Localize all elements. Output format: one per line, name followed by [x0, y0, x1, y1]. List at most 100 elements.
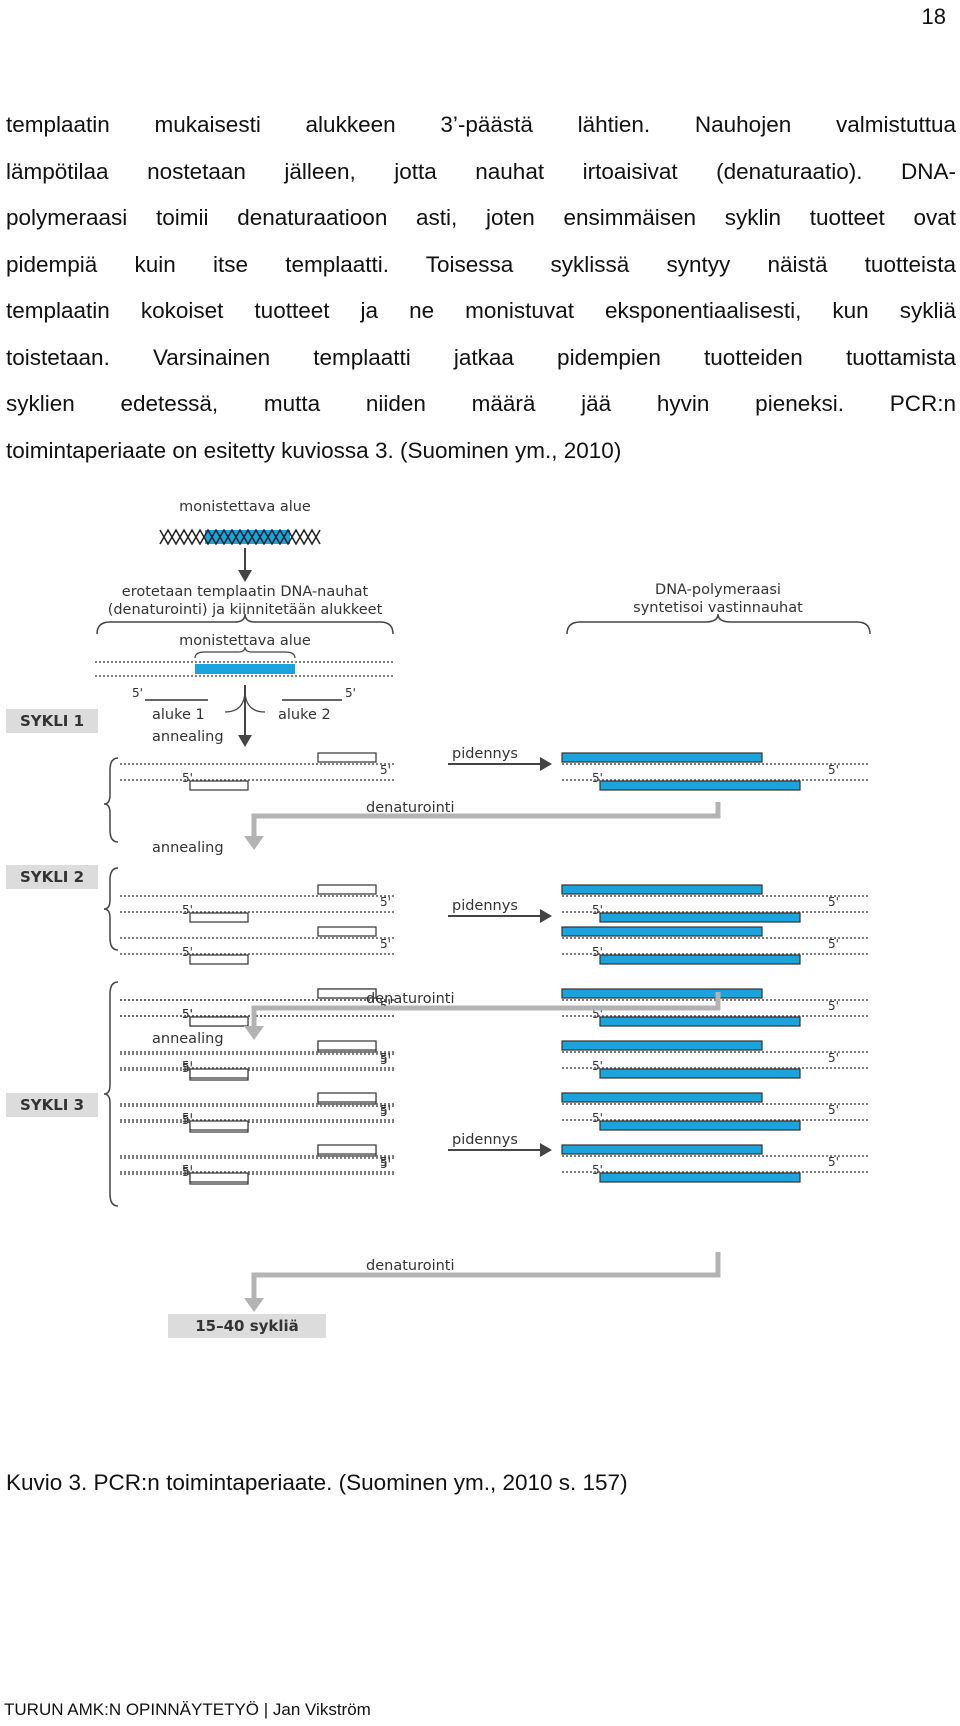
new-strand	[189, 1016, 249, 1027]
five-prime-label: 5'	[380, 763, 391, 777]
pcr-figure: monistettava alue erotetaan templaatin D…	[0, 490, 960, 1440]
new-strand	[189, 954, 249, 965]
five-prime-label: 5'	[182, 903, 193, 917]
new-strand	[561, 926, 763, 937]
five-prime-label: 5'	[182, 1059, 193, 1073]
right-arrow-icon	[540, 909, 552, 923]
body-line: toimintaperiaate on esitetty kuviossa 3.…	[6, 437, 622, 463]
brace-left	[96, 613, 394, 635]
five-prime-label: 5'	[182, 1007, 193, 1021]
five-prime-label: 5'	[828, 1051, 839, 1065]
primer-2-label: aluke 2	[278, 707, 331, 723]
dna-helix	[159, 528, 321, 546]
new-strand	[317, 926, 377, 937]
five-prime-label: 5'	[380, 1103, 391, 1117]
body-line: toistetaan. Varsinainen templaatti jatka…	[6, 344, 956, 370]
cycle-brace	[103, 981, 119, 1207]
target-label-top: monistettava alue	[179, 499, 311, 515]
five-prime-label: 5'	[182, 1165, 193, 1179]
polymerase-label-2: syntetisoi vastinnauhat	[633, 600, 803, 616]
cycle-2-badge	[6, 865, 98, 889]
grey-arrow-icon	[244, 836, 264, 850]
cycle-3-badge	[6, 1093, 98, 1117]
new-strand	[189, 1120, 249, 1131]
extension-label-1: pidennys	[452, 746, 518, 762]
pcr-diagram: monistettava alue erotetaan templaatin D…	[6, 499, 871, 1338]
five-prime-label: 5'	[380, 1053, 391, 1067]
five-prime-label: 5'	[182, 1163, 193, 1177]
five-prime-label: 5'	[380, 1051, 391, 1065]
new-strand	[599, 1120, 801, 1131]
five-prime-label: 5'	[828, 763, 839, 777]
svg-text:5': 5'	[132, 686, 143, 700]
annealing-label-3: annealing	[152, 1031, 224, 1047]
separate-label-1: erotetaan templaatin DNA-nauhat	[122, 584, 369, 600]
target-label-mid: monistettava alue	[179, 633, 311, 649]
body-line: polymeraasi toimii denaturaatioon asti, …	[6, 205, 956, 230]
five-prime-label: 5'	[380, 895, 391, 909]
new-strand	[189, 780, 249, 791]
body-paragraph: templaatin mukaisesti alukkeen 3’-päästä…	[6, 102, 956, 474]
repeat-label: 15–40 sykliä	[195, 1317, 299, 1335]
body-line: templaatin kokoiset tuotteet ja ne monis…	[6, 298, 956, 323]
denaturation-label-2: denaturointi	[366, 991, 455, 1007]
new-strand	[561, 988, 763, 999]
denaturation-label-1: denaturointi	[366, 800, 455, 816]
annealing-label-2: annealing	[152, 840, 224, 856]
separated-strands	[95, 661, 395, 677]
cycle-2-label: SYKLI 2	[20, 868, 84, 886]
new-strand	[599, 1068, 801, 1079]
five-prime-label: 5'	[182, 1111, 193, 1125]
grey-arrow-icon	[244, 1298, 264, 1312]
five-prime-label: 5'	[592, 903, 603, 917]
new-strand	[317, 988, 377, 999]
extension-label-2: pidennys	[452, 898, 518, 914]
page-number: 18	[921, 4, 946, 29]
new-strand	[189, 912, 249, 923]
right-arrow-icon	[540, 757, 552, 771]
five-prime-label: 5'	[828, 999, 839, 1013]
five-prime-label: 5'	[182, 1061, 193, 1075]
new-strand	[561, 1040, 763, 1051]
cycle-1-badge	[6, 709, 98, 733]
new-strand	[317, 884, 377, 895]
five-prime-label: 5'	[828, 937, 839, 951]
body-line: pidempiä kuin itse templaatti. Toisessa …	[6, 251, 956, 277]
body-line: lämpötilaa nostetaan jälleen, jotta nauh…	[6, 158, 956, 184]
new-strand	[189, 1172, 249, 1183]
new-strand	[599, 954, 801, 965]
five-prime-label: 5'	[380, 1157, 391, 1171]
five-prime-label: 5'	[592, 1059, 603, 1073]
figure-caption: Kuvio 3. PCR:n toimintaperiaate. (Suomin…	[6, 1470, 628, 1495]
new-strand	[599, 912, 801, 923]
five-prime-label: 5'	[592, 1163, 603, 1177]
cycle-1-label: SYKLI 1	[20, 712, 84, 730]
brace-right	[566, 613, 871, 635]
new-strand	[561, 1144, 763, 1155]
primer-1-label: aluke 1	[152, 707, 205, 723]
grey-arrow-icon	[244, 1026, 264, 1040]
new-strand	[599, 780, 801, 791]
new-strand	[561, 884, 763, 895]
right-arrow-icon	[540, 1143, 552, 1157]
new-strand	[561, 1092, 763, 1103]
five-prime-label: 5'	[182, 1007, 193, 1021]
denaturation-label-3: denaturointi	[366, 1258, 455, 1274]
five-prime-label: 5'	[380, 937, 391, 951]
five-prime-label: 5'	[592, 1111, 603, 1125]
five-prime-label: 5'	[182, 1113, 193, 1127]
five-prime-label: 5'	[828, 895, 839, 909]
down-arrow-icon	[238, 735, 252, 747]
new-strand	[189, 1068, 249, 1079]
five-prime-label: 5'	[592, 945, 603, 959]
new-strand	[317, 1040, 377, 1051]
body-line: syklien edetessä, mutta niiden määrä jää…	[6, 391, 956, 416]
down-arrow-icon	[238, 570, 252, 582]
five-prime-label: 5'	[592, 771, 603, 785]
five-prime-label: 5'	[182, 771, 193, 785]
repeat-badge	[168, 1314, 326, 1338]
five-prime-label: 5'	[380, 1155, 391, 1169]
cycle-brace	[103, 867, 119, 951]
svg-text:5': 5'	[345, 686, 356, 700]
extension-label-3: pidennys	[452, 1132, 518, 1148]
